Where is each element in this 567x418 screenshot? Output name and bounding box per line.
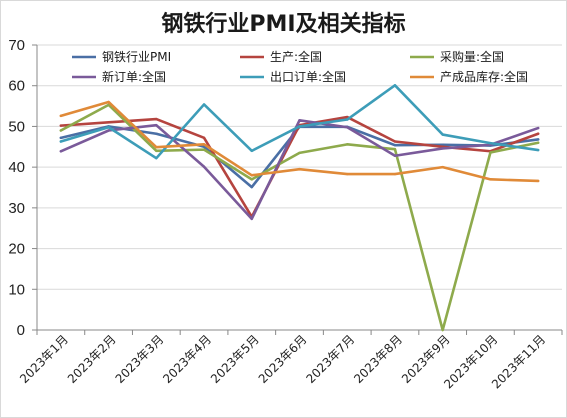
series-4-point xyxy=(59,150,63,153)
x-tick-label: 2023年7月 xyxy=(303,332,357,386)
series-3-point xyxy=(536,141,540,144)
y-tick-label: 0 xyxy=(17,322,25,339)
y-tick-label: 10 xyxy=(8,281,25,298)
y-tick-label: 50 xyxy=(8,118,25,135)
series-line-1 xyxy=(59,125,540,189)
y-tick-label: 70 xyxy=(8,37,25,54)
y-tick-label: 20 xyxy=(8,241,25,258)
series-1-point xyxy=(59,136,63,140)
series-6-point xyxy=(441,165,444,169)
series-4-point xyxy=(250,217,253,221)
legend-label: 新订单:全国 xyxy=(102,69,166,84)
series-6-point xyxy=(489,178,492,181)
series-6-point xyxy=(298,167,301,171)
series-3-point xyxy=(393,148,397,151)
series-6-point xyxy=(202,143,206,146)
x-tick-label: 2023年2月 xyxy=(65,332,119,386)
y-tick-label: 40 xyxy=(8,159,25,176)
series-4-point xyxy=(298,119,301,122)
series-6-point xyxy=(155,145,158,149)
y-tick-label: 60 xyxy=(8,78,25,95)
series-5-point xyxy=(250,149,253,153)
series-2-point xyxy=(107,121,110,124)
series-5-point xyxy=(107,126,110,129)
series-6-point xyxy=(536,179,540,183)
series-5-point xyxy=(346,118,349,121)
series-3-point xyxy=(202,148,206,151)
series-4-point xyxy=(346,126,349,129)
series-1-point xyxy=(441,143,444,146)
series-5-point xyxy=(536,148,540,152)
series-1-point xyxy=(536,138,540,141)
legend-label: 出口订单:全国 xyxy=(270,69,346,84)
series-1-point xyxy=(155,132,158,135)
x-tick-label: 2023年1月 xyxy=(17,332,71,386)
series-6-point xyxy=(346,172,349,176)
legend-label: 生产:全国 xyxy=(270,49,322,64)
series-6-point xyxy=(393,172,397,176)
series-2-point xyxy=(393,140,397,143)
series-5-point xyxy=(155,156,158,160)
legend-label: 钢铁行业PMI xyxy=(102,50,171,64)
series-2-point xyxy=(59,124,63,127)
series-3-point xyxy=(298,151,301,155)
series-5-point xyxy=(59,140,63,143)
series-1-point xyxy=(393,143,397,147)
series-6-point xyxy=(107,100,110,104)
series-4-point xyxy=(155,124,158,127)
series-2-point xyxy=(202,136,206,140)
series-4-point xyxy=(441,147,444,150)
series-3-point xyxy=(489,151,492,154)
x-tick-label: 2023年4月 xyxy=(160,332,214,386)
series-3-point xyxy=(346,143,349,146)
series-4-point xyxy=(107,129,110,132)
series-4-point xyxy=(393,154,397,157)
x-tick-label: 2023年3月 xyxy=(113,332,167,386)
series-3-point xyxy=(155,149,158,153)
series-4-point xyxy=(202,165,206,168)
series-3-point xyxy=(441,328,444,332)
series-5-point xyxy=(393,84,397,87)
series-1-point xyxy=(250,185,253,189)
x-tick-label: 2023年8月 xyxy=(351,332,405,386)
series-5-point xyxy=(441,133,444,136)
series-4-point xyxy=(536,126,540,130)
series-5-point xyxy=(202,103,206,106)
series-2-point xyxy=(536,132,540,135)
y-tick-label: 30 xyxy=(8,200,25,217)
series-3-point xyxy=(59,129,63,132)
series-5-point xyxy=(298,125,301,128)
x-tick-label: 2023年5月 xyxy=(208,332,262,386)
series-5-point xyxy=(489,141,492,145)
legend-label: 采购量:全国 xyxy=(440,49,504,64)
legend-label: 产成品库存:全国 xyxy=(440,69,528,84)
series-3-point xyxy=(250,178,253,181)
x-tick-label: 2023年6月 xyxy=(256,332,310,386)
series-6-point xyxy=(250,174,253,177)
series-6-point xyxy=(59,114,63,118)
series-2-point xyxy=(155,117,158,121)
chart-title: 钢铁行业PMI及相关指标 xyxy=(161,12,406,37)
